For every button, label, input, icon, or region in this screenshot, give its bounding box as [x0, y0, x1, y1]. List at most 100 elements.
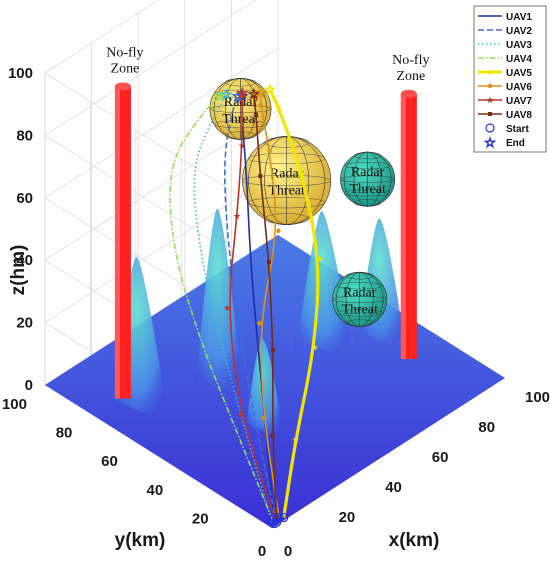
y-axis-label: y(km)	[115, 530, 166, 551]
radar-meridian	[213, 78, 268, 140]
z-tick-label: 20	[16, 315, 33, 332]
uav-marker	[271, 348, 276, 353]
uav-marker	[261, 415, 266, 421]
legend: UAV1 UAV2 UAV3 UAV4 ★ UAV5 UAV6 ★ UAV7 UAV8 Start ☆…	[473, 5, 547, 153]
no-fly-zones: No-fly Zone No-fly Zone	[106, 45, 429, 399]
uav-path-uav1	[241, 96, 276, 524]
legend-marker: ★	[486, 96, 494, 106]
uav-marker: ★	[275, 105, 283, 115]
y-tick-label: 100	[2, 396, 27, 413]
radar-latitude	[340, 175, 395, 183]
radar-threat-label: Radar Threat	[268, 167, 305, 199]
radar-latitude	[264, 136, 309, 148]
end-marker: ☆	[255, 86, 267, 101]
uav-marker: ★	[233, 212, 241, 222]
z-tick-label: 100	[8, 65, 33, 82]
legend-label: UAV4	[506, 54, 532, 65]
uav-marker	[254, 112, 258, 117]
radar-latitude	[335, 309, 384, 317]
x-tick-label: 100	[525, 389, 550, 406]
radar-latitude	[224, 78, 256, 87]
end-marker: ☆	[248, 88, 260, 103]
radar-meridian	[335, 272, 384, 327]
legend-label: UAV3	[506, 40, 532, 51]
radar-latitude	[353, 199, 382, 207]
z-tick-label: 0	[25, 377, 33, 394]
uav-paths: ☆☆☆☆★★★★★☆☆★★★★★☆ ☆	[169, 83, 324, 529]
legend-label: UAV6	[506, 82, 532, 93]
x-tick-label: 0	[284, 543, 292, 560]
uav-marker: ★	[237, 412, 245, 422]
uav-path-uav4	[169, 96, 273, 520]
radar-latitude	[248, 152, 326, 164]
uav-path-uav8	[252, 94, 278, 520]
legend-marker: ★	[486, 68, 494, 78]
radar-threat-label: Radar Threat	[222, 95, 259, 127]
no-fly-zone-cap	[114, 82, 131, 91]
no-fly-zone-label: No-fly Zone	[106, 45, 143, 76]
x-tick-label: 80	[478, 419, 495, 436]
legend-label: UAV7	[506, 96, 532, 107]
radar-latitude	[242, 175, 332, 187]
legend-label: UAV2	[506, 26, 532, 37]
x-axis-label: x(km)	[389, 530, 440, 551]
uav-path-uav5	[268, 89, 320, 518]
radar-latitude	[343, 189, 392, 197]
radar-threat-label: Radar Threat	[341, 285, 378, 317]
legend-label: UAV8	[506, 110, 532, 121]
radar-threat-label: Radar Threat	[349, 165, 386, 197]
uav-marker: ★	[223, 304, 231, 314]
y-tick-label: 0	[258, 543, 266, 560]
grid-line	[44, 0, 257, 136]
uav-marker	[258, 103, 263, 108]
end-marker: ☆	[232, 89, 244, 104]
uav-path-uav7	[229, 93, 276, 518]
uav-marker	[267, 259, 272, 264]
legend-end-marker: ☆	[484, 136, 496, 151]
uav-marker	[267, 149, 272, 154]
uav-marker	[270, 434, 275, 439]
start-marker	[272, 514, 282, 524]
radar-latitude	[345, 319, 374, 327]
radar-latitude	[213, 120, 268, 129]
no-fly-zone-highlight	[114, 86, 120, 399]
x-tick-label: 60	[432, 449, 449, 466]
start-marker	[267, 514, 277, 524]
legend-start-marker	[485, 123, 495, 133]
z-tick-label: 40	[16, 252, 33, 269]
uav-marker: ★	[316, 254, 324, 264]
x-tick-label: 20	[339, 509, 356, 526]
grid-line	[44, 72, 273, 217]
uav-marker: ★	[311, 343, 319, 353]
uav-marker: ★	[298, 169, 306, 179]
uav-marker	[276, 228, 281, 233]
radar-latitude	[343, 162, 392, 170]
end-marker: ☆	[220, 88, 232, 103]
axis-ticks: 0 20 40 60 80 100 0 20 40 60 80 100 0 20 40 60 80 100	[2, 65, 550, 560]
radar-latitude	[209, 105, 272, 113]
radar-latitude	[345, 272, 374, 280]
no-fly-zone-cap	[400, 89, 417, 98]
start-marker	[279, 512, 289, 523]
start-marker	[269, 518, 279, 529]
legend-label: Start	[506, 124, 529, 135]
start-marker	[269, 513, 280, 523]
uav-marker: ★	[238, 99, 246, 109]
uav-path-uav2	[224, 96, 278, 523]
y-tick-label: 60	[101, 453, 118, 470]
uav-marker	[258, 174, 263, 179]
no-fly-zone-label: No-fly Zone	[392, 53, 429, 84]
uav-marker: ★	[238, 142, 246, 152]
z-tick-label: 80	[16, 127, 33, 144]
z-axis-label: z(hm)	[8, 245, 29, 296]
radar-latitude	[224, 131, 256, 140]
y-tick-label: 40	[147, 482, 164, 499]
legend-label: UAV5	[506, 68, 532, 79]
no-fly-zone-highlight	[400, 93, 406, 359]
radar-latitude	[332, 295, 388, 303]
y-tick-label: 20	[192, 510, 209, 527]
start-marker	[274, 513, 284, 523]
terrain-hill	[293, 211, 350, 370]
grid-line	[44, 47, 279, 199]
